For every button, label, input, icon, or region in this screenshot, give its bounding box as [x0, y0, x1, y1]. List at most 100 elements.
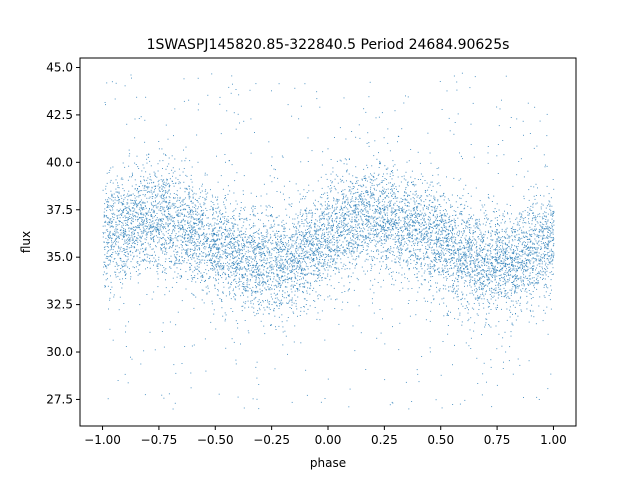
- data-point: [429, 265, 431, 267]
- data-point: [500, 237, 502, 239]
- data-point: [127, 253, 129, 255]
- data-point: [145, 186, 147, 188]
- data-point: [425, 248, 427, 250]
- data-point: [152, 182, 154, 184]
- data-point: [407, 303, 409, 304]
- data-point: [193, 269, 195, 271]
- data-point: [388, 227, 390, 229]
- data-point: [196, 223, 198, 224]
- data-point: [181, 241, 183, 243]
- data-point: [508, 237, 510, 239]
- data-point: [133, 246, 135, 247]
- data-point: [502, 368, 504, 369]
- data-point: [423, 219, 425, 221]
- data-point: [446, 237, 448, 238]
- data-point: [305, 246, 307, 248]
- data-point: [317, 209, 319, 211]
- data-point: [168, 182, 170, 184]
- data-point: [532, 217, 534, 219]
- data-point: [332, 171, 334, 173]
- data-point: [170, 255, 172, 257]
- data-point: [418, 381, 420, 383]
- data-point: [268, 272, 270, 274]
- data-point: [345, 138, 347, 140]
- data-point: [310, 244, 312, 246]
- data-point: [469, 242, 471, 244]
- data-point: [328, 254, 329, 255]
- data-point: [163, 201, 165, 203]
- data-point: [414, 217, 416, 218]
- data-point: [237, 262, 239, 264]
- data-point: [239, 231, 240, 233]
- data-point: [406, 260, 408, 262]
- data-point: [384, 213, 386, 215]
- data-point: [449, 215, 451, 217]
- data-point: [392, 271, 394, 273]
- data-point: [451, 194, 453, 196]
- data-point: [455, 201, 457, 203]
- data-point: [428, 247, 430, 249]
- data-point: [273, 285, 275, 287]
- data-point: [230, 247, 232, 249]
- data-point: [440, 226, 442, 228]
- data-point: [470, 274, 472, 276]
- data-point: [512, 251, 514, 253]
- data-point: [236, 252, 238, 254]
- data-point: [343, 233, 345, 235]
- data-point: [160, 218, 162, 220]
- data-point: [502, 243, 504, 245]
- data-point: [347, 203, 349, 205]
- data-point: [234, 298, 236, 300]
- data-point: [428, 229, 430, 231]
- data-point: [104, 285, 106, 286]
- data-point: [395, 209, 397, 211]
- data-point: [352, 248, 354, 250]
- data-point: [296, 266, 298, 268]
- data-point: [336, 239, 338, 241]
- data-point: [366, 218, 368, 220]
- data-point: [398, 349, 400, 351]
- data-point: [108, 250, 110, 252]
- data-point: [485, 221, 487, 223]
- data-point: [116, 263, 118, 265]
- data-point: [222, 271, 224, 273]
- data-point: [470, 286, 472, 288]
- data-point: [181, 363, 183, 364]
- data-point: [483, 275, 485, 277]
- data-point: [252, 398, 254, 400]
- data-point: [351, 216, 353, 218]
- data-point: [456, 270, 458, 272]
- data-point: [107, 199, 109, 201]
- data-point: [188, 191, 190, 193]
- data-point: [321, 277, 323, 278]
- data-point: [512, 226, 514, 228]
- data-point: [110, 245, 112, 247]
- data-point: [519, 258, 521, 260]
- data-point: [504, 210, 505, 212]
- data-point: [415, 230, 417, 232]
- data-point: [434, 197, 436, 199]
- data-point: [119, 221, 120, 223]
- data-point: [273, 301, 275, 303]
- data-point: [389, 220, 391, 222]
- data-point: [537, 222, 539, 224]
- data-point: [454, 293, 456, 295]
- data-point: [202, 213, 204, 214]
- data-point: [370, 217, 372, 219]
- data-point: [132, 266, 134, 268]
- data-point: [174, 170, 176, 172]
- data-point: [474, 267, 476, 268]
- data-point: [177, 214, 179, 216]
- data-point: [116, 191, 118, 193]
- data-point: [284, 292, 286, 294]
- data-point: [212, 202, 214, 203]
- data-point: [157, 265, 159, 267]
- data-point: [312, 290, 314, 291]
- data-point: [228, 269, 230, 271]
- data-point: [261, 254, 263, 256]
- data-point: [275, 257, 277, 259]
- data-point: [335, 200, 337, 202]
- data-point: [385, 250, 387, 252]
- data-point: [446, 312, 448, 314]
- data-point: [514, 231, 516, 233]
